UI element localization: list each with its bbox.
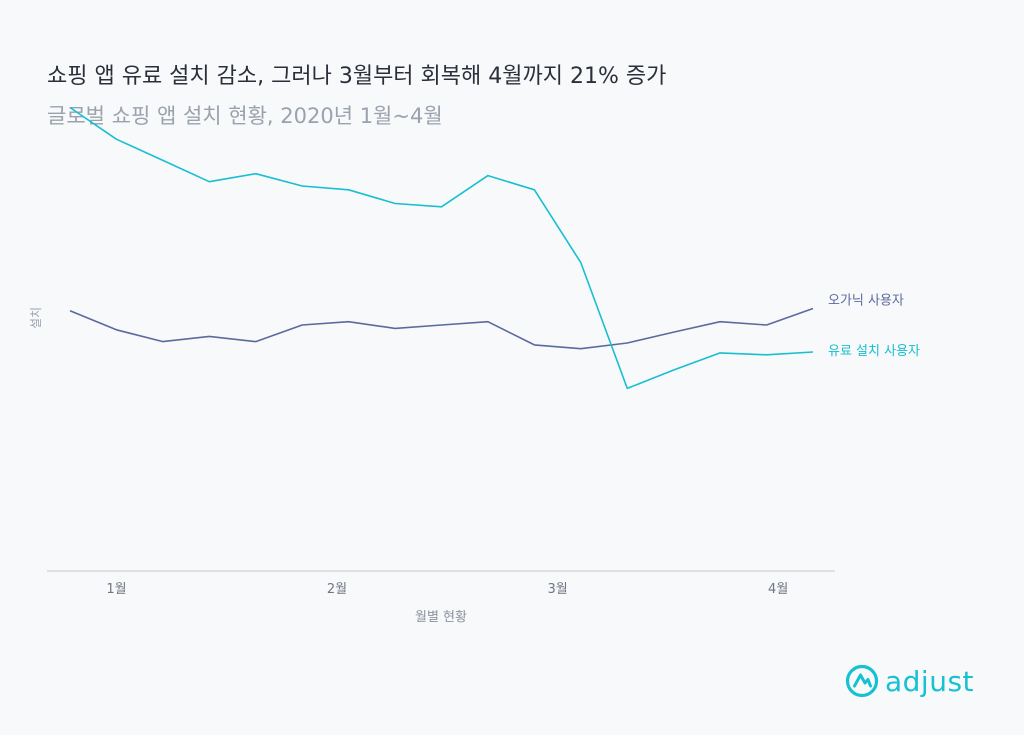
- x-axis-label: 월별 현황: [415, 610, 467, 625]
- chart-title: 쇼핑 앱 유료 설치 감소, 그러나 3월부터 회복해 4월까지 21% 증가: [47, 64, 667, 89]
- y-axis-label: 설치: [29, 307, 43, 329]
- brand-name: adjust: [885, 664, 975, 698]
- series-line: [69, 307, 814, 350]
- series-lines: [69, 106, 814, 390]
- x-tick-label: 3월: [547, 582, 567, 597]
- x-tick-labels: 1월 2월 3월 4월: [106, 582, 788, 597]
- x-tick-label: 4월: [768, 582, 788, 597]
- series-line: [69, 106, 814, 390]
- x-tick-label: 2월: [327, 582, 347, 597]
- chart-subtitle: 글로벌 쇼핑 앱 설치 현황, 2020년 1월~4월: [47, 104, 443, 128]
- adjust-logo: adjust: [845, 664, 974, 698]
- adjust-logo-icon: [845, 664, 879, 698]
- x-tick-label: 1월: [106, 582, 126, 597]
- legend-label: 오가닉 사용자: [828, 293, 904, 308]
- legend-label: 유료 설치 사용자: [828, 344, 920, 359]
